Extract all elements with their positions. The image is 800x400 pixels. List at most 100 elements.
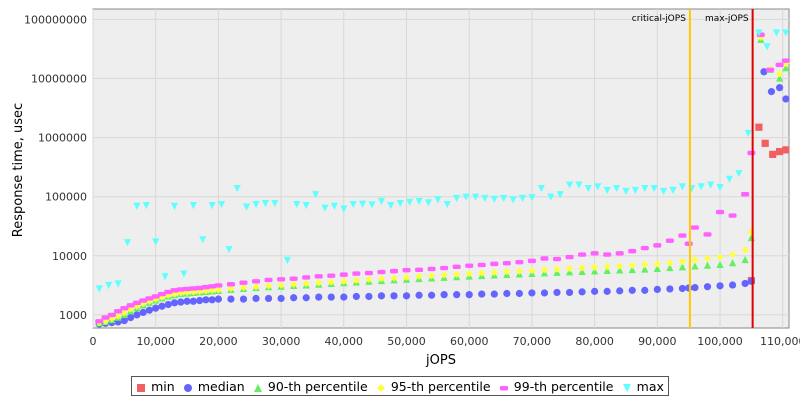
median-point — [195, 296, 204, 305]
median-point — [691, 283, 699, 292]
max-point — [500, 194, 508, 203]
max-point — [95, 285, 103, 293]
max-point — [725, 175, 734, 184]
95-th-percentile-point — [691, 256, 699, 264]
max-point — [311, 191, 320, 199]
max-point — [243, 203, 251, 211]
max-point — [735, 170, 743, 178]
95-th-percentile-point — [503, 268, 511, 276]
max-point — [669, 186, 677, 195]
95-th-percentile-point — [666, 259, 674, 267]
99-th-percentile-point — [314, 274, 323, 279]
99-th-percentile-point — [703, 232, 712, 237]
median-point — [315, 293, 323, 301]
90-th-percentile-point — [678, 263, 687, 271]
legend-marker — [136, 381, 146, 392]
max-point — [302, 202, 310, 210]
x-tick-label: 60,000 — [450, 335, 489, 348]
median-point — [340, 293, 348, 301]
99-th-percentile-point — [603, 252, 612, 257]
y-tick-label: 1000000 — [38, 132, 87, 145]
99-th-percentile-point — [176, 287, 185, 292]
legend-item: max — [622, 379, 664, 394]
95-th-percentile-point — [775, 70, 784, 78]
max-point — [490, 195, 498, 203]
99-th-percentile-point — [139, 298, 148, 303]
95-th-percentile-point — [277, 281, 285, 289]
99-th-percentile-point — [339, 272, 348, 277]
x-tick-label: 80,000 — [575, 335, 614, 348]
max-point — [537, 184, 545, 193]
max-point — [575, 181, 583, 189]
min-point — [769, 150, 777, 158]
median-point — [553, 288, 561, 297]
median-point — [603, 287, 611, 295]
median-point — [415, 291, 423, 299]
y-tick-label: 10000 — [52, 250, 87, 263]
99-th-percentile-point — [766, 67, 775, 73]
95-th-percentile-point — [290, 280, 298, 288]
legend-marker — [376, 381, 386, 392]
max-point — [763, 43, 771, 51]
99-th-percentile-point — [377, 269, 386, 275]
max-point — [349, 200, 357, 209]
99-th-percentile-point — [427, 266, 436, 272]
95-th-percentile-point — [415, 272, 423, 280]
95-th-percentile-point — [490, 268, 498, 276]
95-th-percentile-point — [227, 284, 235, 293]
max-point — [631, 186, 639, 195]
max-point — [133, 202, 141, 210]
95-th-percentile-point — [741, 246, 749, 254]
max-point — [225, 245, 233, 254]
median-point — [214, 295, 223, 303]
99-th-percentile-point — [264, 277, 273, 283]
median-point — [252, 294, 260, 303]
legend-item: min — [136, 379, 175, 394]
max-point — [772, 29, 781, 37]
median-point — [490, 290, 498, 298]
95-th-percentile-point — [164, 291, 172, 299]
90-th-percentile-point — [716, 260, 724, 269]
95-th-percentile-point — [170, 290, 179, 298]
95-th-percentile-point — [195, 287, 204, 295]
annotation-label: max-jOPS — [705, 14, 749, 24]
99-th-percentile-point — [590, 251, 599, 256]
median-point — [202, 296, 210, 304]
median-point — [478, 290, 486, 298]
max-point — [340, 205, 348, 213]
max-point — [321, 204, 329, 212]
x-tick-label: 90,000 — [638, 335, 677, 348]
legend-item: 95-th percentile — [376, 379, 491, 394]
legend-label: 95-th percentile — [390, 378, 491, 394]
max-point — [368, 201, 376, 209]
99-th-percentile-point — [628, 248, 637, 254]
median-point — [703, 283, 712, 291]
99-th-percentile-point — [126, 303, 135, 308]
max-point — [359, 200, 367, 208]
median-point — [377, 292, 386, 300]
median-point — [716, 282, 724, 290]
x-tick-label: 50,000 — [387, 335, 426, 348]
99-th-percentile-point — [640, 245, 649, 251]
99-th-percentile-point — [151, 294, 160, 299]
95-th-percentile-point — [453, 270, 461, 278]
median-point — [678, 284, 687, 293]
99-th-percentile-point — [289, 276, 298, 281]
median-point — [591, 287, 599, 295]
max-point — [208, 202, 216, 210]
legend-label: 99-th percentile — [513, 378, 614, 394]
annotation-label: critical-jOPS — [632, 14, 686, 24]
99-th-percentile-point — [502, 260, 511, 266]
max-point — [443, 200, 451, 209]
x-tick-label: 30,000 — [262, 335, 301, 348]
max-point — [170, 202, 179, 210]
series-markers — [95, 29, 790, 328]
median-point — [139, 308, 147, 317]
95-th-percentile-point — [264, 282, 273, 290]
x-tick-label: 100,000 — [697, 335, 743, 348]
90-th-percentile-point — [653, 264, 661, 273]
95-th-percentile-point — [340, 277, 348, 285]
min-point — [761, 139, 769, 147]
95-th-percentile-point — [565, 264, 574, 273]
99-th-percentile-point — [452, 264, 461, 270]
